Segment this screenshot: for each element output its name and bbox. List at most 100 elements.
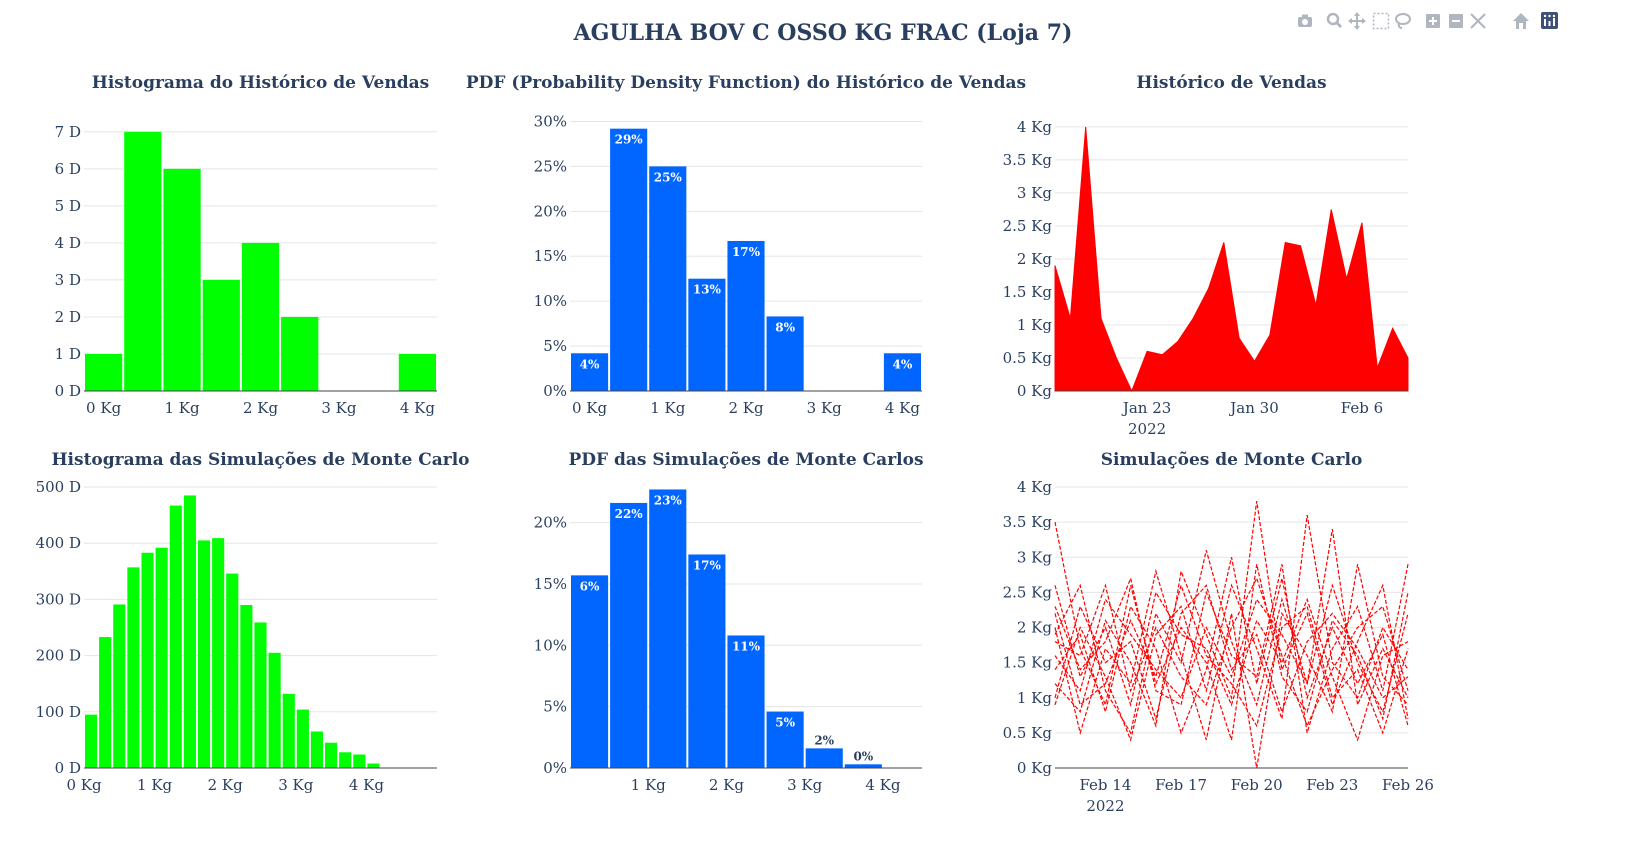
y-tick-label: 15% [534, 575, 567, 593]
subplot-hist-historico: Histograma do Histórico de Vendas 0 D 1 D 2… [55, 73, 437, 417]
y-tick-label: 10% [534, 636, 567, 654]
x-tick-label: 2 Kg [208, 776, 244, 794]
pan-icon[interactable] [1348, 12, 1366, 30]
bar-label: 23% [654, 493, 683, 507]
y-tick-label: 0 Kg [1017, 382, 1053, 400]
bar [325, 742, 338, 768]
y-tick-label: 0.5 Kg [1003, 349, 1053, 367]
bar [254, 622, 267, 768]
y-tick-label: 2 Kg [1017, 619, 1053, 637]
y-tick-label: 6 D [55, 160, 81, 178]
bar [610, 128, 648, 391]
y-tick-label: 20% [534, 202, 567, 220]
subplot-title: Simulações de Monte Carlo [1101, 450, 1363, 470]
x-tick-sublabel: 2022 [1128, 420, 1166, 438]
y-tick-label: 2.5 Kg [1003, 583, 1053, 601]
x-tick-label: 4 Kg [349, 776, 385, 794]
x-tick-label: 1 Kg [631, 776, 667, 794]
simulation-series [1054, 576, 1409, 728]
bar-label: 25% [654, 170, 683, 184]
bar-label: 17% [732, 245, 761, 259]
y-tick-label: 20% [534, 514, 567, 532]
bar [241, 242, 280, 391]
x-tick-label: Feb 6 [1341, 399, 1383, 417]
y-tick-label: 4 Kg [1017, 478, 1053, 496]
y-tick-label: 0.5 Kg [1003, 724, 1053, 742]
simulation-series [1054, 585, 1409, 742]
bar [727, 635, 765, 768]
bar [85, 714, 98, 768]
zoom-in-icon[interactable] [1426, 14, 1440, 28]
lasso-icon[interactable] [1395, 13, 1411, 29]
y-tick-label: 500 D [36, 478, 81, 496]
bar [805, 748, 843, 768]
y-tick-label: 5 D [55, 197, 81, 215]
bar [281, 316, 319, 391]
bar [282, 693, 295, 768]
subplot-pdf-historico: PDF (Probability Density Function) do Hi… [466, 73, 1026, 417]
subplot-title: Histórico de Vendas [1136, 73, 1326, 93]
x-tick-label: 2 Kg [243, 399, 279, 417]
x-tick-label: 1 Kg [650, 399, 686, 417]
y-tick-label: 3.5 Kg [1003, 513, 1053, 531]
y-tick-label: 1.5 Kg [1003, 283, 1053, 301]
x-tick-label: 4 Kg [865, 776, 901, 794]
bar-label: 8% [775, 320, 795, 334]
y-tick-label: 5% [543, 698, 567, 716]
bar-label: 22% [615, 507, 644, 521]
zoom-icon[interactable] [1326, 12, 1343, 29]
y-tick-label: 0 D [55, 382, 81, 400]
y-tick-label: 5% [543, 337, 567, 355]
x-tick-label: Jan 23 [1121, 399, 1171, 417]
y-tick-label: 3 D [55, 271, 81, 289]
plotly-logo-icon[interactable] [1541, 12, 1558, 29]
x-tick-label: 3 Kg [807, 399, 843, 417]
y-tick-label: 7 D [55, 123, 81, 141]
box-select-icon[interactable] [1372, 12, 1390, 30]
subplot-historico-vendas: Histórico de Vendas 0 Kg 0.5 Kg 1 Kg 1.5 Kg 2… [1003, 73, 1409, 438]
y-tick-label: 0% [543, 382, 567, 400]
y-tick-label: 1 Kg [1017, 689, 1053, 707]
bar [113, 604, 126, 768]
y-tick-label: 400 D [36, 534, 81, 552]
bar [649, 489, 687, 768]
x-tick-label: Feb 23 [1306, 776, 1358, 794]
y-tick-label: 0% [543, 759, 567, 777]
bar [727, 240, 765, 391]
camera-icon[interactable] [1298, 14, 1312, 28]
bar [212, 538, 225, 768]
simulation-series [1054, 584, 1409, 722]
bar [353, 754, 366, 768]
autoscale-icon[interactable] [1470, 13, 1486, 29]
reset-axes-icon[interactable] [1513, 13, 1529, 29]
bar [183, 495, 196, 768]
simulation-series [1054, 564, 1409, 769]
modebar-extra [1513, 12, 1558, 29]
bar [155, 547, 168, 768]
bar-label: 29% [615, 133, 644, 147]
y-tick-label: 3 Kg [1017, 184, 1053, 202]
bar [571, 575, 609, 768]
y-tick-label: 100 D [36, 703, 81, 721]
bar [99, 637, 112, 768]
x-tick-label: Feb 14 [1079, 776, 1131, 794]
modebar-icons [1298, 12, 1486, 30]
y-tick-label: 4 D [55, 234, 81, 252]
bar [571, 353, 609, 391]
bar [268, 652, 281, 768]
bar [240, 605, 253, 768]
x-tick-label: 0 Kg [66, 776, 102, 794]
bar [766, 316, 804, 391]
simulation-series [1054, 583, 1409, 735]
subplot-hist-monte-carlo: Histograma das Simulações de Monte Carlo… [36, 450, 470, 794]
zoom-out-icon[interactable] [1449, 14, 1463, 28]
x-tick-sublabel: 2022 [1086, 797, 1124, 815]
bar [197, 540, 211, 768]
simulation-series [1054, 514, 1409, 742]
simulation-series [1054, 557, 1409, 735]
y-tick-label: 10% [534, 292, 567, 310]
y-tick-label: 3.5 Kg [1003, 151, 1053, 169]
bar-label: 0% [853, 749, 873, 763]
bar [844, 764, 882, 768]
